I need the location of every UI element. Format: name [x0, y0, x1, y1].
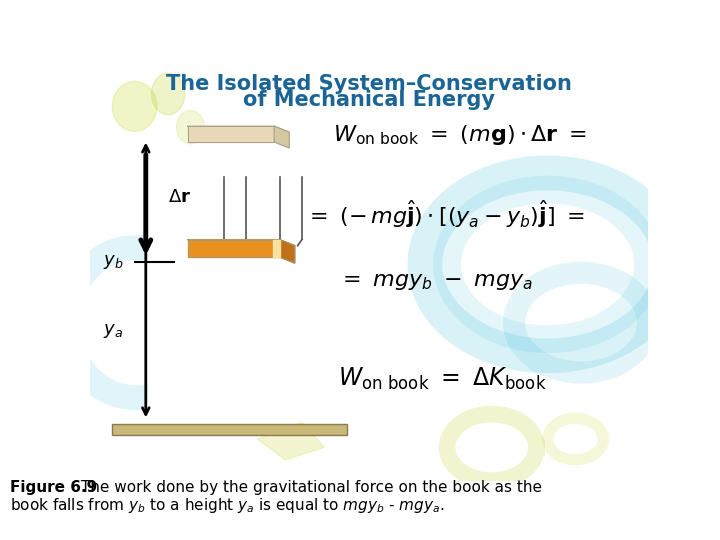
Polygon shape [188, 240, 294, 246]
Polygon shape [188, 126, 274, 142]
Text: of Mechanical Energy: of Mechanical Energy [243, 90, 495, 110]
Text: Figure 6.9: Figure 6.9 [10, 481, 97, 496]
Polygon shape [188, 126, 289, 132]
Polygon shape [151, 73, 185, 114]
Text: $W_{\mathrm{on\ book}}\ =\ (m\mathbf{g})\cdot\Delta\mathbf{r}\ =$: $W_{\mathrm{on\ book}}\ =\ (m\mathbf{g})… [333, 124, 586, 147]
Polygon shape [188, 240, 279, 257]
Polygon shape [279, 240, 294, 263]
Polygon shape [176, 111, 204, 144]
Polygon shape [112, 424, 347, 435]
Polygon shape [112, 82, 157, 131]
Text: $=\ mgy_b\ -\ mgy_a$: $=\ mgy_b\ -\ mgy_a$ [338, 270, 534, 292]
Text: $=\ (-\,mg\hat{\mathbf{j}})\cdot[(y_a - y_b)\hat{\mathbf{j}}]\ =$: $=\ (-\,mg\hat{\mathbf{j}})\cdot[(y_a - … [305, 199, 585, 231]
Polygon shape [273, 240, 279, 257]
Text: $y_a$: $y_a$ [104, 322, 124, 340]
Text: The work done by the gravitational force on the book as the: The work done by the gravitational force… [76, 481, 542, 496]
Text: $\Delta\mathbf{r}$: $\Delta\mathbf{r}$ [168, 188, 192, 206]
Polygon shape [258, 422, 324, 460]
Polygon shape [274, 126, 289, 148]
Text: The Isolated System–Conservation: The Isolated System–Conservation [166, 73, 572, 93]
Text: book falls from $y_b$ to a height $y_a$ is equal to $mgy_b$ - $mgy_a$.: book falls from $y_b$ to a height $y_a$ … [10, 496, 445, 515]
Text: $y_b$: $y_b$ [103, 253, 124, 271]
Text: $W_{\mathrm{on\ book}}\ =\ \Delta K_{\mathrm{book}}$: $W_{\mathrm{on\ book}}\ =\ \Delta K_{\ma… [338, 366, 547, 392]
